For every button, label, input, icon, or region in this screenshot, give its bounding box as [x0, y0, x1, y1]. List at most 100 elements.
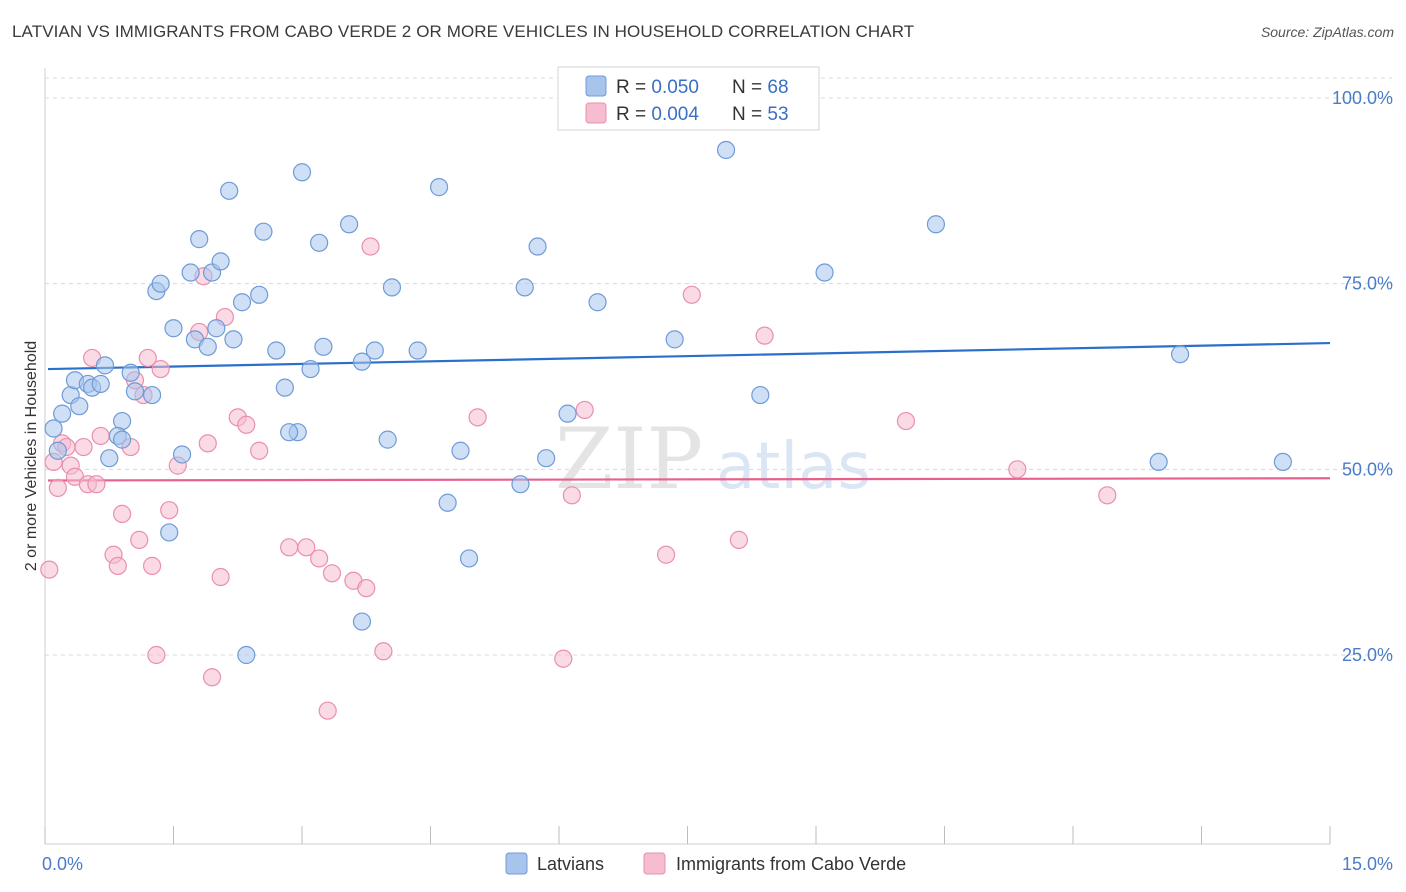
cabo-verde-point	[108, 556, 127, 575]
latvian-point	[125, 382, 145, 401]
latvian-point	[151, 274, 170, 293]
legend-r-value-2: 0.004	[651, 104, 699, 125]
latvian-point	[250, 285, 269, 304]
latvian-point	[378, 430, 397, 449]
legend-n-label-2: N =	[732, 104, 767, 125]
cabo-verde-point	[322, 564, 342, 583]
cabo-verde-point	[575, 400, 594, 420]
cabo-verde-point	[310, 549, 329, 568]
legend-n-label-1: N =	[732, 77, 767, 98]
cabo-verde-point	[198, 434, 217, 453]
latvian-point	[172, 445, 192, 464]
latvian-point	[352, 352, 372, 371]
x-tick-label-max: 15.0%	[1342, 854, 1393, 874]
cabo-verde-point	[656, 545, 676, 564]
latvian-point	[408, 341, 427, 360]
cabo-verde-point	[211, 567, 230, 587]
latvian-point	[459, 549, 479, 568]
latvian-point	[91, 374, 110, 394]
legend-r-value-1: 0.050	[651, 77, 699, 98]
latvian-point	[142, 385, 162, 405]
cabo-verde-point	[297, 538, 316, 557]
latvian-point	[352, 612, 372, 631]
latvian-point	[511, 475, 530, 494]
cabo-verde-point	[562, 486, 581, 505]
cabo-verde-point	[74, 437, 93, 457]
cabo-verde-point	[160, 501, 179, 520]
latvian-point	[224, 330, 243, 349]
gridlines	[45, 77, 1392, 656]
axes	[44, 68, 1331, 845]
latvian-point	[665, 330, 684, 349]
latvian-point	[44, 419, 63, 438]
latvian-point	[301, 359, 320, 379]
legend-n-value-1: 68	[767, 77, 788, 98]
cabo-verde-point	[237, 415, 256, 434]
correlation-legend: R = 0.050 N = 68 R = 0.004 N = 53	[557, 66, 820, 131]
latvian-point	[365, 341, 384, 360]
latvian-point	[815, 263, 834, 282]
latvian-point	[1170, 345, 1190, 364]
cabo-verde-point	[682, 285, 701, 304]
latvian-point	[181, 263, 200, 282]
bottom-legend-swatch-cabo-verde	[643, 852, 666, 875]
cabo-verde-trend-line	[47, 477, 1331, 482]
latvian-point	[267, 341, 286, 360]
latvian-point	[340, 215, 359, 234]
cabo-verde-point	[755, 326, 774, 345]
x-tick-label-min: 0.0%	[42, 854, 83, 874]
y-axis-label: 2 or more Vehicles in Household	[23, 341, 40, 571]
legend-swatch-latvians	[585, 75, 607, 97]
legend-swatch-cabo-verde	[585, 102, 607, 124]
cabo-verde-point	[554, 649, 573, 668]
latvian-point	[558, 404, 577, 423]
cabo-verde-point	[361, 237, 380, 256]
cabo-verde-point	[729, 530, 749, 549]
cabo-verde-point	[250, 441, 269, 460]
latvian-point	[275, 378, 294, 397]
legend-n-value-2: 53	[767, 104, 788, 125]
cabo-verde-point	[130, 530, 149, 549]
cabo-verde-point	[280, 538, 299, 557]
cabo-verde-point	[468, 408, 487, 427]
y-tick-label: 100.0%	[1332, 88, 1393, 108]
cabo-verde-point	[151, 359, 170, 379]
series-legend: Latvians Immigrants from Cabo Verde	[505, 852, 906, 875]
cabo-verde-point	[40, 560, 59, 579]
latvian-point	[232, 293, 252, 312]
latvian-point	[751, 385, 770, 405]
latvian-point	[1273, 452, 1292, 472]
latvian-point	[164, 319, 183, 338]
cabo-verde-point	[1008, 460, 1027, 479]
cabo-verde-point	[48, 478, 67, 497]
latvian-point	[254, 222, 273, 241]
latvian-point	[207, 319, 226, 338]
latvian-point	[121, 363, 140, 382]
latvian-point	[314, 337, 333, 356]
latvian-point	[53, 404, 72, 423]
latvian-point	[310, 233, 329, 252]
svg-text:R = 0.050: R = 0.050	[616, 77, 699, 98]
scatter-points	[40, 140, 1292, 720]
latvian-point	[438, 493, 457, 512]
latvian-point	[70, 397, 89, 416]
cabo-verde-point	[112, 504, 132, 523]
y-tick-label: 25.0%	[1342, 645, 1393, 665]
latvians-trend-line	[47, 341, 1331, 371]
watermark: ZIP atlas	[555, 410, 871, 508]
latvian-point	[211, 252, 230, 271]
cabo-verde-point	[147, 645, 166, 665]
latvian-point	[429, 178, 449, 197]
source-label: Source: ZipAtlas.com	[1260, 24, 1394, 40]
cabo-verde-point	[357, 579, 376, 598]
latvian-point	[160, 523, 179, 542]
legend-r-label-1: R =	[616, 77, 651, 98]
latvian-point	[382, 278, 402, 297]
watermark-atlas: atlas	[716, 430, 871, 504]
trend-lines	[47, 341, 1331, 482]
bottom-legend-cabo-verde: Immigrants from Cabo Verde	[676, 854, 906, 874]
cabo-verde-point	[318, 701, 337, 720]
svg-text:N = 68: N = 68	[732, 77, 789, 98]
y-tick-label: 50.0%	[1342, 459, 1393, 479]
latvian-point	[95, 356, 115, 375]
